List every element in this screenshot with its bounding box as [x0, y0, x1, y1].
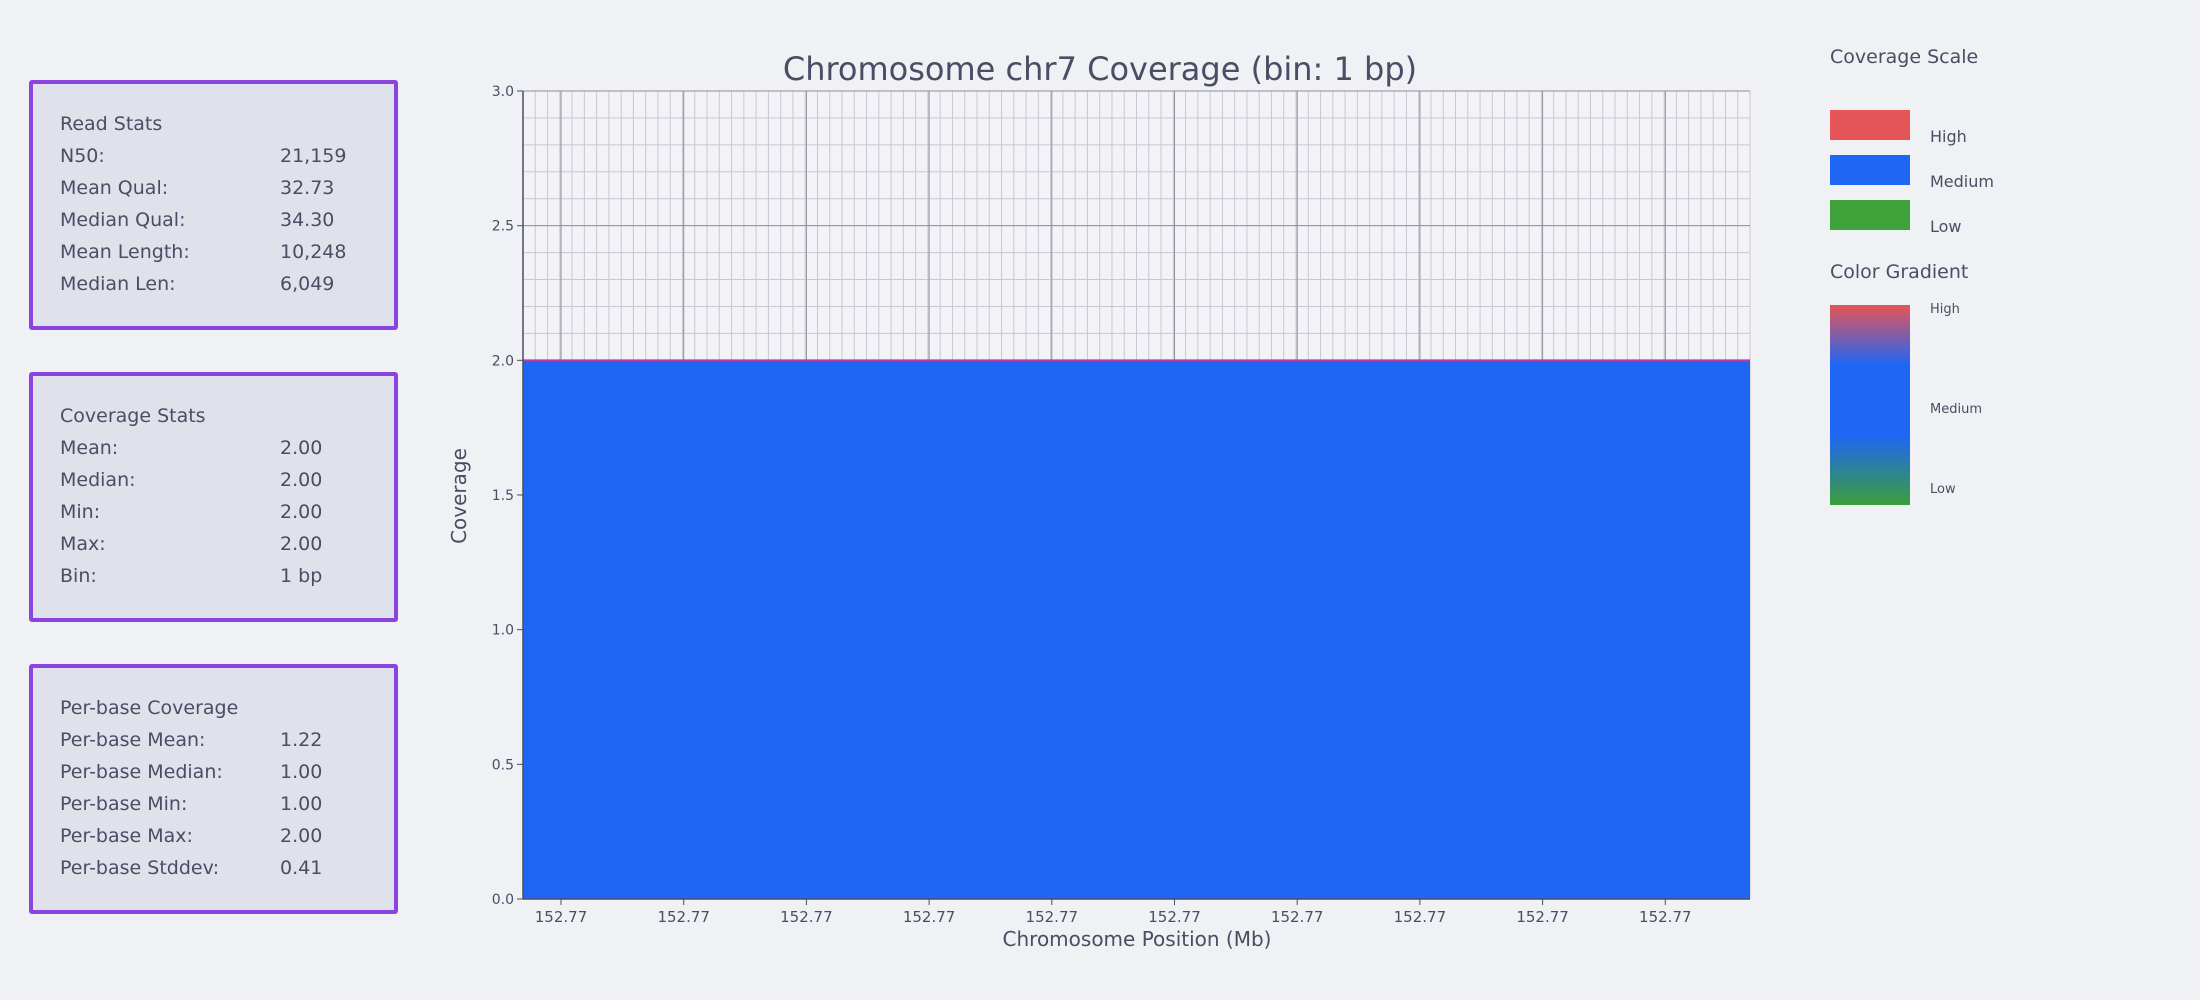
- stat-key: Min:: [60, 501, 101, 523]
- stat-value: 32.73: [280, 177, 335, 199]
- stat-value: 10,248: [280, 241, 347, 263]
- stat-key: Median Qual:: [60, 209, 186, 231]
- y-tick-label: 3.0: [492, 84, 514, 100]
- y-tick-label: 2.5: [492, 219, 514, 235]
- stat-row: Mean Length: 10,248: [60, 236, 394, 268]
- legend-label-high: High: [1930, 127, 1967, 146]
- stat-row: Max: 2.00: [60, 528, 394, 560]
- x-tick-label: 152.77: [780, 908, 833, 926]
- stat-value: 1.00: [280, 793, 323, 815]
- stat-value: 1.00: [280, 761, 323, 783]
- stat-key: Per-base Median:: [60, 761, 223, 783]
- color-gradient-title: Color Gradient: [1830, 261, 1969, 283]
- y-tick-label: 0.5: [492, 757, 514, 773]
- x-tick-label: 152.77: [1394, 908, 1447, 926]
- stat-row: Per-base Median: 1.00: [60, 756, 394, 788]
- legend-label-medium: Medium: [1930, 172, 1994, 191]
- coverage-stats-panel: Coverage Stats Mean: 2.00 Median: 2.00 Min: 2…: [29, 372, 398, 622]
- stat-value: 0.41: [280, 857, 323, 879]
- gradient-label-medium: Medium: [1930, 402, 1982, 417]
- gradient-label-high: High: [1930, 302, 1960, 317]
- coverage-area: [523, 360, 1750, 899]
- stat-key: Per-base Max:: [60, 825, 193, 847]
- panel-title: Coverage Stats: [60, 405, 206, 427]
- x-tick-label: 152.77: [1271, 908, 1324, 926]
- color-gradient-bar: [1830, 305, 1910, 505]
- stat-row: Median: 2.00: [60, 464, 394, 496]
- x-tick-label: 152.77: [1026, 908, 1079, 926]
- stat-key: Per-base Stddev:: [60, 857, 220, 879]
- stat-key: Per-base Min:: [60, 793, 188, 815]
- stat-key: Per-base Mean:: [60, 729, 206, 751]
- x-tick-label: 152.77: [1148, 908, 1201, 926]
- panel-title: Read Stats: [60, 113, 163, 135]
- stat-row: Median Len: 6,049: [60, 268, 394, 300]
- x-tick-label: 152.77: [1639, 908, 1692, 926]
- read-stats-panel: Read Stats N50: 21,159 Mean Qual: 32.73 Medi…: [29, 80, 398, 330]
- stat-row: Per-base Min: 1.00: [60, 788, 394, 820]
- legend-swatch-medium: [1830, 155, 1910, 185]
- stat-row: Bin: 1 bp: [60, 560, 394, 592]
- stat-value: 2.00: [280, 437, 323, 459]
- stat-value: 2.00: [280, 533, 323, 555]
- stat-key: Max:: [60, 533, 106, 555]
- legend-label-low: Low: [1930, 217, 1962, 236]
- stat-value: 6,049: [280, 273, 335, 295]
- x-tick-label: 152.77: [1516, 908, 1569, 926]
- x-tick-label: 152.77: [657, 908, 710, 926]
- panel-title: Per-base Coverage: [60, 697, 239, 719]
- x-axis-label: Chromosome Position (Mb): [1003, 927, 1272, 951]
- stat-key: Mean Qual:: [60, 177, 169, 199]
- gradient-label-low: Low: [1930, 482, 1956, 497]
- area-layer: [523, 359, 1750, 899]
- stat-key: Bin:: [60, 565, 97, 587]
- stat-value: 34.30: [280, 209, 335, 231]
- stat-row: Per-base Max: 2.00: [60, 820, 394, 852]
- perbase-coverage-panel: Per-base Coverage Per-base Mean: 1.22 Per-…: [29, 664, 398, 914]
- stat-value: 2.00: [280, 825, 323, 847]
- y-tick-label: 1.5: [492, 488, 514, 504]
- stat-key: Mean Length:: [60, 241, 190, 263]
- y-axis-label: Coverage: [447, 448, 471, 544]
- stat-row: Min: 2.00: [60, 496, 394, 528]
- stat-value: 1 bp: [280, 565, 323, 587]
- y-tick-label: 1.0: [492, 623, 514, 639]
- stat-row: Mean Qual: 32.73: [60, 172, 394, 204]
- stat-key: Median Len:: [60, 273, 176, 295]
- chart-title: Chromosome chr7 Coverage (bin: 1 bp): [783, 50, 1417, 88]
- x-tick-label: 152.77: [535, 908, 588, 926]
- stat-key: Median:: [60, 469, 136, 491]
- stat-key: N50:: [60, 145, 105, 167]
- stat-value: 1.22: [280, 729, 323, 751]
- stat-row: Per-base Stddev: 0.41: [60, 852, 394, 884]
- legend-swatch-low: [1830, 200, 1910, 230]
- y-tick-label: 2.0: [492, 353, 514, 369]
- stat-row: Per-base Mean: 1.22: [60, 724, 394, 756]
- axes-layer: 0.0 0.5 1.0 1.5 2.0 2.5 3.0 152.77 152.77 152.77 1…: [492, 84, 1750, 926]
- stat-value: 2.00: [280, 469, 323, 491]
- coverage-scale-title: Coverage Scale: [1830, 46, 1979, 68]
- x-tick-label: 152.77: [903, 908, 956, 926]
- stat-row: Median Qual: 34.30: [60, 204, 394, 236]
- stat-value: 21,159: [280, 145, 347, 167]
- stat-value: 2.00: [280, 501, 323, 523]
- stat-row: N50: 21,159: [60, 140, 394, 172]
- y-tick-label: 0.0: [492, 892, 514, 908]
- stat-row: Mean: 2.00: [60, 432, 394, 464]
- stat-key: Mean:: [60, 437, 119, 459]
- legend-swatch-high: [1830, 110, 1910, 140]
